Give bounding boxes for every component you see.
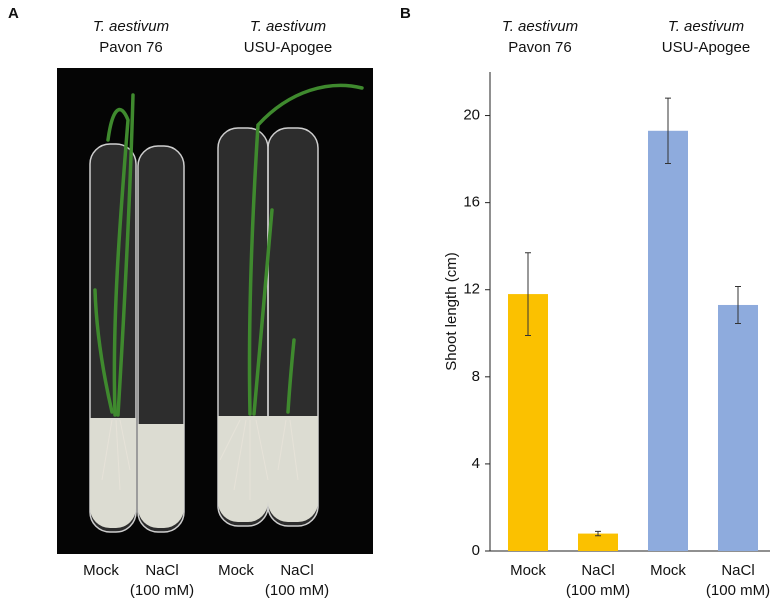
panel-label: A bbox=[8, 5, 19, 22]
error-bar bbox=[665, 97, 671, 164]
x-tick-label: NaCl (100 mM) bbox=[705, 562, 771, 599]
y-axis-label: Shoot length (cm) bbox=[443, 252, 460, 370]
y-tick-label: 12 bbox=[463, 281, 480, 298]
y-tick-label: 4 bbox=[472, 455, 480, 472]
y-tick-label: 8 bbox=[472, 368, 480, 385]
error-bar bbox=[525, 252, 531, 336]
bar bbox=[578, 533, 618, 551]
error-bar bbox=[735, 285, 741, 324]
bar bbox=[508, 294, 548, 551]
bar bbox=[648, 130, 688, 551]
bar bbox=[718, 304, 758, 551]
photo bbox=[57, 68, 373, 554]
y-tick-label: 16 bbox=[463, 194, 480, 211]
x-tick-label: Mock bbox=[650, 562, 686, 579]
group-cultivar: Pavon 76 bbox=[508, 39, 572, 56]
group-species: T. aestivum bbox=[667, 18, 745, 35]
group-cultivar: USU-Apogee bbox=[661, 39, 751, 56]
tube-label: NaCl (100 mM) bbox=[129, 562, 195, 599]
x-tick-label: NaCl (100 mM) bbox=[565, 562, 631, 599]
panel-label: B bbox=[400, 5, 411, 22]
group-cultivar: Pavon 76 bbox=[99, 39, 163, 56]
tube-label: Mock bbox=[218, 562, 254, 579]
group-species: T. aestivum bbox=[501, 18, 579, 35]
error-bar bbox=[595, 530, 601, 537]
group-species: T. aestivum bbox=[249, 18, 327, 35]
group-species: T. aestivum bbox=[92, 18, 170, 35]
tube-label: Mock bbox=[83, 562, 119, 579]
tube-label: NaCl (100 mM) bbox=[264, 562, 330, 599]
x-tick-label: Mock bbox=[510, 562, 546, 579]
y-tick-label: 20 bbox=[463, 107, 480, 124]
group-cultivar: USU-Apogee bbox=[243, 39, 333, 56]
y-tick-label: 0 bbox=[472, 542, 480, 559]
